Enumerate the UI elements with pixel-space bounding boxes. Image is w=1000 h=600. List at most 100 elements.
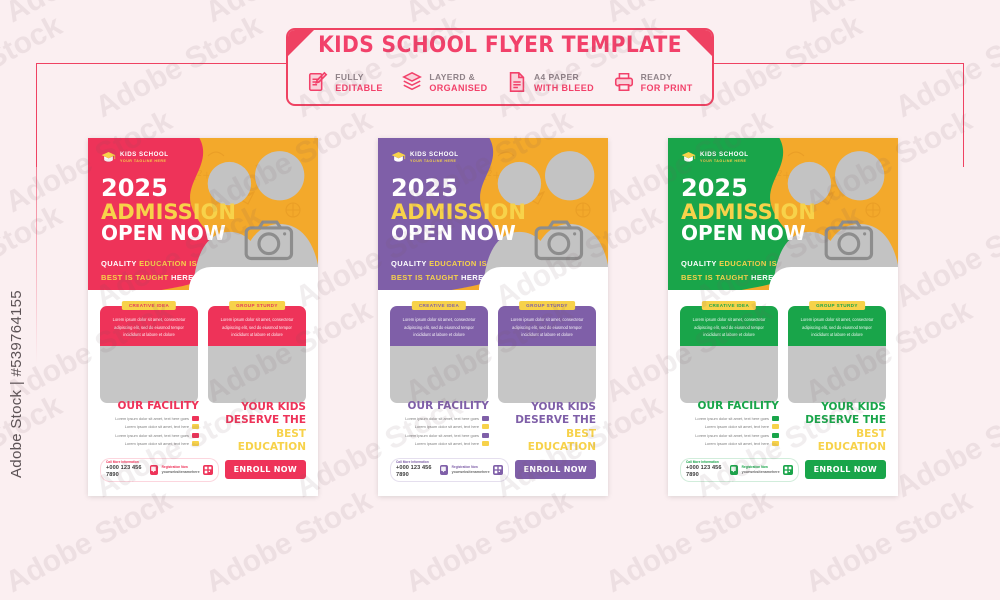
info-card-0: CREATIVE IDEA Lorem ipsum dolor sit amet,… [390, 301, 488, 403]
hero-year: 2025 [681, 174, 748, 202]
registration-site: yourwebsitenamehere [161, 469, 200, 474]
check-marker-icon [772, 432, 779, 438]
facility-item-text: Lorem ipsum dolor sit amet, text here [414, 424, 479, 429]
registration-text: Registration Now yourwebsitenamehere [451, 464, 490, 474]
facility-item-text: Lorem ipsum dolor sit amet, text here [124, 441, 189, 446]
facility-item: Lorem ipsum dolor sit amet, text here go… [100, 432, 199, 438]
contact-phone: +000 123 456 7890 [686, 465, 722, 478]
feature-line1: LAYERD & [429, 72, 476, 83]
watermark-text: Adobe Stock [800, 0, 978, 30]
hero-subtext-line2: BEST IS TAUGHT HERE [681, 272, 774, 282]
hero-white-curve [189, 267, 318, 290]
card-badge: GROUP STURDY [809, 301, 865, 310]
registration-label: Registration Now [161, 464, 188, 469]
hero-open-now: OPEN NOW [391, 221, 516, 246]
paper-icon [506, 71, 528, 95]
hero-subtext-line1: QUALITY EDUCATION IS [391, 259, 488, 269]
card-badge: GROUP STURDY [229, 301, 285, 310]
contact-box: Call More Information +000 123 456 7890 Re… [390, 457, 509, 482]
card-image-placeholder [680, 345, 778, 403]
feature-text: READY FOR PRINT [641, 73, 693, 93]
facility-block: OUR FACILITY Lorem ipsum dolor sit amet, … [100, 400, 199, 455]
contact-info[interactable]: Call More Information +000 123 456 7890 [686, 460, 738, 478]
info-card-0: CREATIVE IDEA Lorem ipsum dolor sit amet,… [680, 301, 778, 403]
hero-subtext-line1: QUALITY EDUCATION IS [681, 259, 778, 269]
check-marker-icon [772, 415, 779, 421]
registration-text: Registration Now yourwebsitenamehere [161, 464, 200, 474]
registration-info[interactable]: Registration Now yourwebsitenamehere [161, 464, 213, 475]
slogan-block: YOUR KIDS DESERVE THE BEST EDUCATION [207, 400, 306, 455]
watermark-text: Adobe Stock [0, 0, 178, 30]
facility-block: OUR FACILITY Lorem ipsum dolor sit amet, … [680, 400, 779, 455]
hero-headline: 2025 ADMISSION OPEN NOW QUALITY EDUCATION I… [681, 176, 816, 285]
facility-block: OUR FACILITY Lorem ipsum dolor sit amet, … [390, 400, 489, 455]
phone-icon [149, 464, 158, 475]
enroll-now-button[interactable]: ENROLL NOW [224, 460, 306, 480]
slogan-line3: BEST EDUCATION [237, 427, 306, 454]
logo-tagline: YOUR TAGLINE HERE [700, 158, 747, 163]
contact-info[interactable]: Call More Information +000 123 456 7890 [396, 460, 448, 478]
info-cards: CREATIVE IDEA Lorem ipsum dolor sit amet,… [680, 301, 886, 403]
phone-icon [439, 464, 448, 475]
logo-name: KIDS SCHOOL [410, 151, 459, 159]
watermark-text: Adobe Stock [0, 483, 178, 600]
feature-line2: FOR PRINT [640, 82, 693, 93]
facility-item-text: Lorem ipsum dolor sit amet, text here go… [115, 415, 189, 421]
card-image-placeholder [390, 345, 488, 403]
logo-name: KIDS SCHOOL [700, 151, 749, 159]
slogan-line2: DESERVE THE [805, 414, 886, 427]
feature-item-1: LAYERD & ORGANISED [401, 71, 487, 95]
logo-tagline: YOUR TAGLINE HERE [410, 158, 457, 163]
hero-white-curve [769, 267, 898, 290]
enroll-now-button[interactable]: ENROLL NOW [514, 460, 596, 480]
watermark-text: Adobe Stock [800, 483, 978, 600]
watermark-text: Adobe Stock [200, 0, 378, 30]
facility-item: Lorem ipsum dolor sit amet, text here [680, 424, 779, 429]
card-body-text: Lorem ipsum dolor sit amet, consectetur … [208, 306, 306, 346]
check-marker-icon [192, 441, 199, 446]
stock-id-watermark: Adobe Stock | #539764155 [8, 290, 25, 478]
facility-heading: OUR FACILITY [117, 400, 199, 412]
slogan-line3: BEST EDUCATION [527, 427, 596, 454]
logo-text: KIDS SCHOOL YOUR TAGLINE HERE [120, 151, 168, 162]
watermark-text: Adobe Stock [890, 198, 1000, 315]
facility-heading: OUR FACILITY [697, 400, 779, 412]
hero-subtext-line2: BEST IS TAUGHT HERE [391, 272, 484, 282]
info-card-1: GROUP STURDY Lorem ipsum dolor sit amet, … [498, 301, 596, 403]
facility-item: Lorem ipsum dolor sit amet, text here go… [390, 415, 489, 421]
registration-label: Registration Now [451, 464, 478, 469]
registration-info[interactable]: Registration Now yourwebsitenamehere [451, 464, 503, 475]
watermark-text: Adobe Stock [400, 0, 578, 30]
info-card-0: CREATIVE IDEA Lorem ipsum dolor sit amet,… [100, 301, 198, 403]
enroll-now-button[interactable]: ENROLL NOW [804, 460, 886, 480]
card-badge: GROUP STURDY [519, 301, 575, 310]
facility-item: Lorem ipsum dolor sit amet, text here go… [390, 432, 489, 438]
lower-section: OUR FACILITY Lorem ipsum dolor sit amet, … [680, 400, 886, 455]
facility-item-text: Lorem ipsum dolor sit amet, text here go… [115, 432, 189, 438]
contact-label: Call More Information [106, 460, 139, 465]
info-card-1: GROUP STURDY Lorem ipsum dolor sit amet, … [208, 301, 306, 403]
hero-subtext-line2: BEST IS TAUGHT HERE [101, 272, 194, 282]
hero-section: ax²+ bx+ ×÷ [378, 138, 608, 290]
contact-info[interactable]: Call More Information +000 123 456 7890 [106, 460, 158, 478]
card-body-text: Lorem ipsum dolor sit amet, consectetur … [788, 306, 886, 346]
registration-info[interactable]: Registration Now yourwebsitenamehere [741, 464, 793, 475]
hero-section: ax²+ bx+ ×÷ [668, 138, 898, 290]
hero-year: 2025 [101, 174, 168, 202]
facility-item: Lorem ipsum dolor sit amet, text here [390, 441, 489, 446]
hero-admission: ADMISSION [681, 200, 816, 224]
facility-item: Lorem ipsum dolor sit amet, text here go… [680, 432, 779, 438]
slogan-line1: YOUR KIDS [531, 401, 596, 413]
facility-item-text: Lorem ipsum dolor sit amet, text here go… [405, 415, 479, 421]
accent-shape [378, 138, 511, 290]
registration-site: yourwebsitenamehere [741, 469, 780, 474]
card-image-placeholder [498, 345, 596, 403]
card-badge: CREATIVE IDEA [121, 301, 177, 310]
check-marker-icon [482, 432, 489, 438]
contact-box: Call More Information +000 123 456 7890 Re… [100, 457, 219, 482]
document-pencil-icon [307, 71, 329, 95]
